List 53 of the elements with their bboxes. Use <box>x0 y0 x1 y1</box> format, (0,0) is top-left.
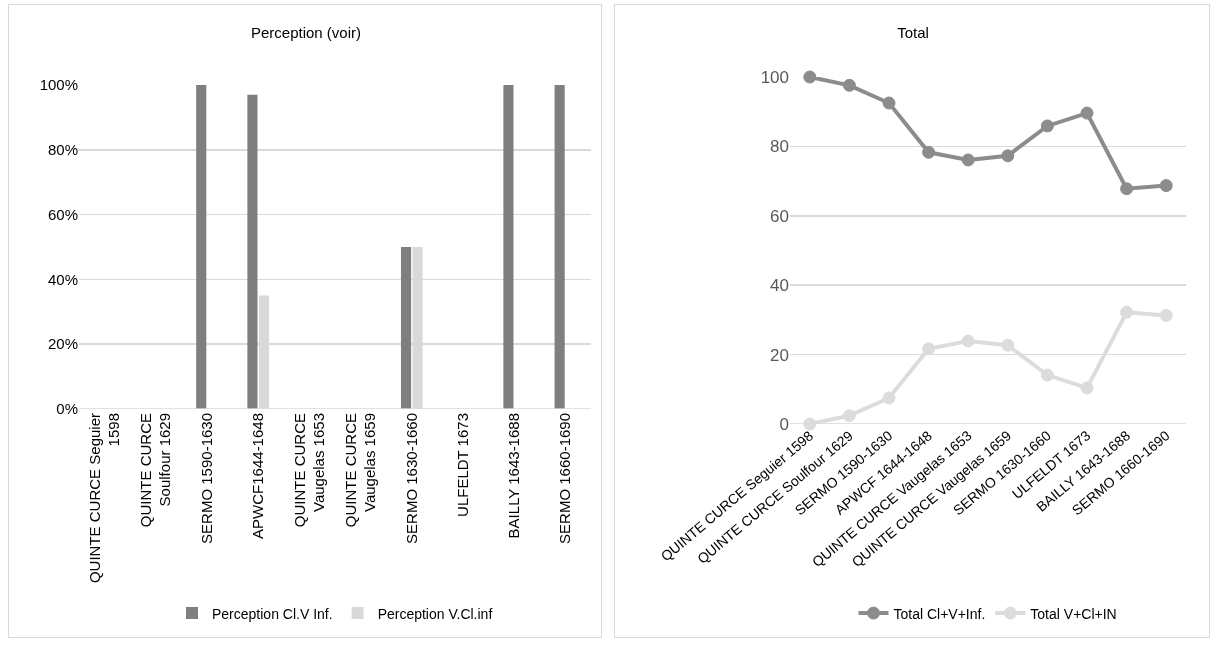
point <box>1159 308 1173 322</box>
point <box>882 96 896 110</box>
x-tick-label: SERMO 1660-1690 <box>556 413 574 544</box>
point <box>1001 149 1015 163</box>
x-tick-label: ULFELDT 1673 <box>453 413 471 517</box>
point <box>1120 182 1134 196</box>
x-tick-label: BAILLY 1643-1688 <box>505 413 523 539</box>
bar <box>503 85 514 409</box>
point <box>842 409 856 423</box>
y-tick-label: 20% <box>47 335 78 353</box>
legend-label: Perception Cl.V Inf. <box>212 605 333 622</box>
bar <box>400 247 412 409</box>
y-tick-label: 0 <box>779 414 789 434</box>
point <box>961 153 975 167</box>
point <box>961 334 975 348</box>
point <box>1001 338 1015 352</box>
x-tick-label: QUINTE CURCE Vaugelas 1659 <box>341 413 379 528</box>
point <box>1120 305 1134 319</box>
y-tick-label: 60% <box>47 205 78 223</box>
y-tick-label: 80 <box>770 137 789 157</box>
x-tick-label: QUINTE CURCE Seguier 1598 <box>85 413 123 584</box>
x-tick-label: QUINTE CURCE Vaugelas 1653 <box>290 413 328 528</box>
point <box>922 145 936 159</box>
legend-label: Total Cl+V+Inf. <box>893 605 986 622</box>
x-tick-label: SERMO 1630-1660 <box>402 413 420 544</box>
point <box>882 391 896 405</box>
point <box>1040 368 1054 382</box>
point <box>1080 381 1094 395</box>
point <box>1040 119 1054 133</box>
x-tick-label: QUINTE CURCE Soulfour 1629 <box>136 413 174 528</box>
y-tick-label: 100% <box>39 76 78 94</box>
point <box>922 342 936 356</box>
y-tick-label: 100 <box>760 67 789 87</box>
chart-title: Total <box>897 23 929 41</box>
point <box>1080 106 1094 120</box>
bar <box>196 85 207 409</box>
y-tick-label: 20 <box>770 345 789 365</box>
point <box>803 70 817 84</box>
y-tick-label: 80% <box>47 141 78 159</box>
bar <box>554 85 565 409</box>
bar <box>247 94 258 409</box>
point <box>803 417 817 431</box>
chart-title: Perception (voir) <box>250 23 362 41</box>
point <box>842 78 856 92</box>
legend-label: Perception V.Cl.inf <box>377 605 493 622</box>
legend-label: Total V+Cl+IN <box>1030 605 1117 622</box>
x-tick-label: APWCF1644-1648 <box>249 413 267 539</box>
x-tick-label: SERMO 1590-1630 <box>197 413 215 544</box>
y-tick-label: 40 <box>770 276 789 296</box>
y-tick-label: 60 <box>770 206 789 226</box>
y-tick-label: 40% <box>47 270 78 288</box>
point <box>1159 179 1173 193</box>
y-tick-label: 0% <box>56 400 78 418</box>
